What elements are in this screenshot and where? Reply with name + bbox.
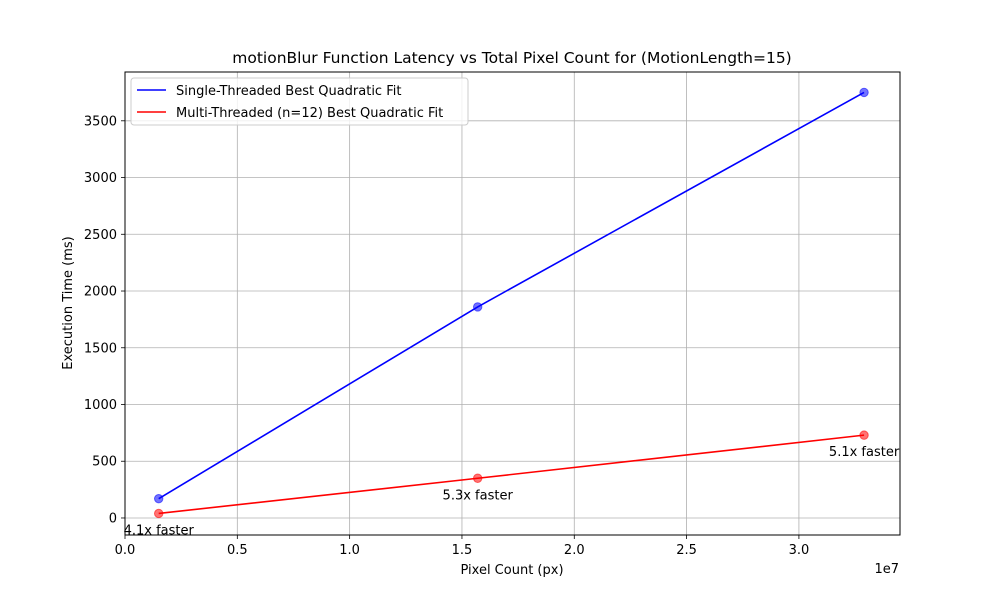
- x-tick-label: 2.5: [676, 543, 697, 558]
- x-axis-offset-label: 1e7: [874, 562, 899, 577]
- data-point: [153, 508, 164, 519]
- speedup-annotation: 4.1x faster: [124, 523, 195, 538]
- y-tick-label: 2500: [84, 228, 117, 243]
- x-tick-label: 1.5: [452, 543, 473, 558]
- chart-title: motionBlur Function Latency vs Total Pix…: [232, 49, 791, 67]
- speedup-annotation: 5.3x faster: [443, 488, 514, 503]
- x-tick-label: 0.5: [227, 543, 248, 558]
- x-axis-label: Pixel Count (px): [460, 563, 563, 578]
- x-tick-label: 3.0: [789, 543, 810, 558]
- y-tick-label: 3500: [84, 114, 117, 129]
- x-tick-label: 2.0: [564, 543, 585, 558]
- data-point: [153, 493, 164, 504]
- y-axis-label: Execution Time (ms): [61, 236, 76, 369]
- speedup-annotation: 5.1x faster: [829, 445, 900, 460]
- x-tick-label: 1.0: [339, 543, 360, 558]
- legend-box: [130, 77, 469, 126]
- y-tick-label: 1000: [84, 398, 117, 413]
- y-tick-label: 0: [109, 511, 117, 526]
- data-point: [859, 430, 869, 440]
- series-line-0: [158, 91, 865, 500]
- annotations: 4.1x faster 5.3x faster 5.1x faster: [124, 445, 900, 538]
- y-tick-label: 1500: [84, 341, 117, 356]
- legend-label-single: Single-Threaded Best Quadratic Fit: [176, 84, 401, 99]
- y-tick-label: 500: [92, 455, 117, 470]
- data-point: [472, 473, 483, 483]
- plot-frame: [124, 71, 901, 536]
- y-tick-label: 2000: [84, 285, 117, 300]
- y-tick-label: 3000: [84, 171, 117, 186]
- x-tick-label: 0.0: [115, 543, 136, 558]
- data-point: [472, 302, 483, 312]
- grid: [124, 72, 900, 535]
- legend-label-multi: Multi-Threaded (n=12) Best Quadratic Fit: [176, 106, 443, 121]
- axis-ticks: 0.0 0.5 1.0 1.5 2.0 2.5 3.0 0 500 1000 1500 2000 250…: [84, 114, 809, 558]
- series: [153, 87, 869, 519]
- legend: Single-Threaded Best Quadratic Fit Multi…: [130, 77, 469, 126]
- data-point: [859, 87, 869, 98]
